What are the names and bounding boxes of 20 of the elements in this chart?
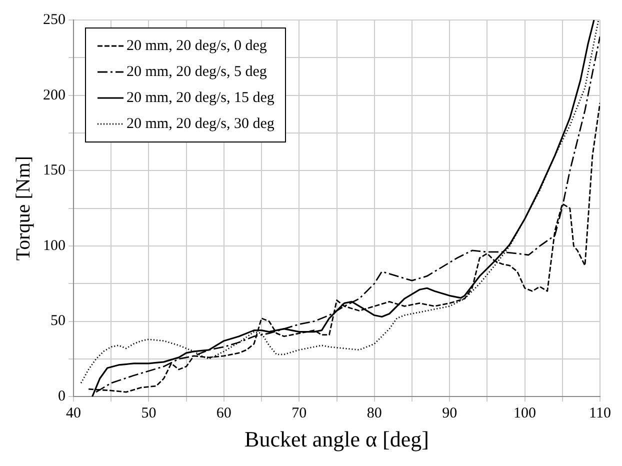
x-tick-label: 50 <box>141 406 156 422</box>
y-axis-title: Torque [Nm] <box>12 156 34 261</box>
x-tick-label: 80 <box>366 406 382 422</box>
x-tick-label: 110 <box>589 406 611 422</box>
x-tick-label: 90 <box>442 406 458 422</box>
y-tick-label: 150 <box>43 162 66 179</box>
x-tick-label: 70 <box>292 406 307 422</box>
legend-label: 20 mm, 20 deg/s, 15 deg <box>126 90 275 106</box>
y-tick-label: 200 <box>43 87 66 104</box>
x-tick-label: 60 <box>216 406 232 422</box>
x-tick-label: 40 <box>66 406 81 422</box>
y-tick-label: 50 <box>50 313 66 330</box>
legend-label: 20 mm, 20 deg/s, 0 deg <box>126 38 268 54</box>
y-tick-label: 100 <box>43 238 66 254</box>
y-tick-label: 250 <box>43 12 66 28</box>
legend-label: 20 mm, 20 deg/s, 30 deg <box>126 116 275 132</box>
x-tick-label: 100 <box>514 406 536 422</box>
x-axis-title: Bucket angle α [deg] <box>244 426 429 452</box>
legend-label: 20 mm, 20 deg/s, 5 deg <box>126 64 268 80</box>
y-tick-label: 0 <box>58 388 66 405</box>
